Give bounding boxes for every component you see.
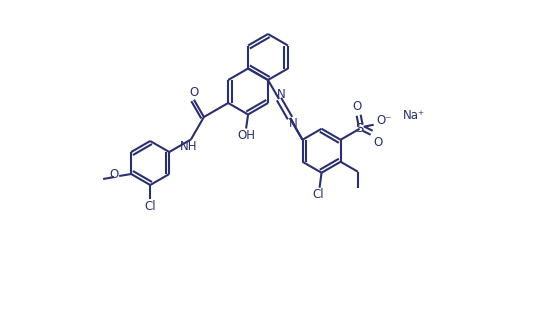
Text: O: O [110, 168, 119, 181]
Text: N: N [289, 117, 298, 129]
Text: OH: OH [237, 129, 255, 142]
Text: S: S [356, 122, 364, 135]
Text: Na⁺: Na⁺ [402, 109, 425, 122]
Text: O⁻: O⁻ [376, 114, 392, 127]
Text: O: O [190, 86, 199, 99]
Text: Cl: Cl [313, 188, 324, 201]
Text: NH: NH [180, 140, 198, 153]
Text: N: N [276, 88, 286, 100]
Text: O: O [373, 136, 382, 149]
Text: O: O [352, 100, 361, 113]
Text: Cl: Cl [144, 199, 156, 212]
